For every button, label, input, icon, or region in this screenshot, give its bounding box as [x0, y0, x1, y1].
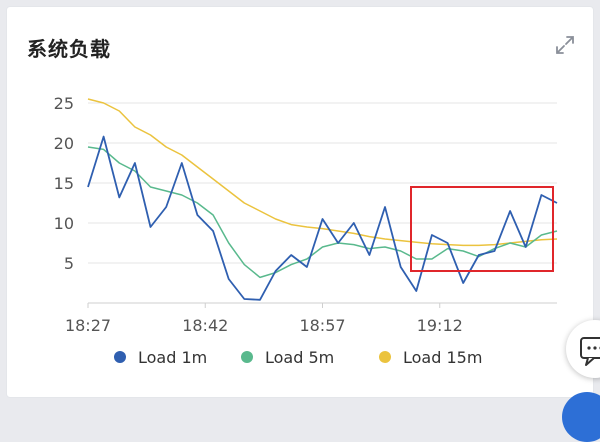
x-axis-ticks: 18:27 18:42 18:57 19:12	[65, 303, 463, 335]
legend-item[interactable]: Load 15m	[379, 348, 482, 367]
grid-layer	[88, 102, 557, 304]
x-tick-label: 19:12	[417, 316, 463, 335]
floating-action-button[interactable]	[562, 392, 600, 442]
x-tick-label: 18:42	[182, 316, 228, 335]
series-layer	[87, 98, 558, 301]
chat-button[interactable]	[566, 320, 600, 378]
legend-marker	[379, 351, 391, 363]
legend-label: Load 15m	[403, 348, 482, 367]
legend-label: Load 5m	[265, 348, 334, 367]
legend-item[interactable]: Load 1m	[114, 348, 207, 367]
y-axis-ticks: 5 10 15 20 25	[54, 94, 74, 273]
highlight-box	[410, 186, 554, 272]
x-tick-label: 18:57	[299, 316, 345, 335]
legend-item[interactable]: Load 5m	[241, 348, 334, 367]
y-tick-label: 25	[54, 94, 74, 113]
series-line-load-5m	[87, 146, 558, 279]
legend[interactable]: Load 1m Load 5m Load 15m	[114, 348, 482, 367]
expand-icon[interactable]	[553, 33, 577, 57]
chat-icon	[580, 337, 600, 366]
y-tick-label: 5	[64, 254, 74, 273]
legend-marker	[114, 351, 126, 363]
y-tick-label: 10	[54, 214, 74, 233]
y-tick-label: 15	[54, 174, 74, 193]
expand-icon-glyph	[556, 36, 574, 54]
card-title: 系统负载	[27, 37, 111, 61]
legend-label: Load 1m	[138, 348, 207, 367]
series-line-load-1m	[87, 135, 558, 301]
system-load-card: 系统负载	[6, 6, 594, 398]
legend-marker	[241, 351, 253, 363]
x-tick-label: 18:27	[65, 316, 111, 335]
y-tick-label: 20	[54, 134, 74, 153]
series-line-load-15m	[87, 98, 558, 247]
